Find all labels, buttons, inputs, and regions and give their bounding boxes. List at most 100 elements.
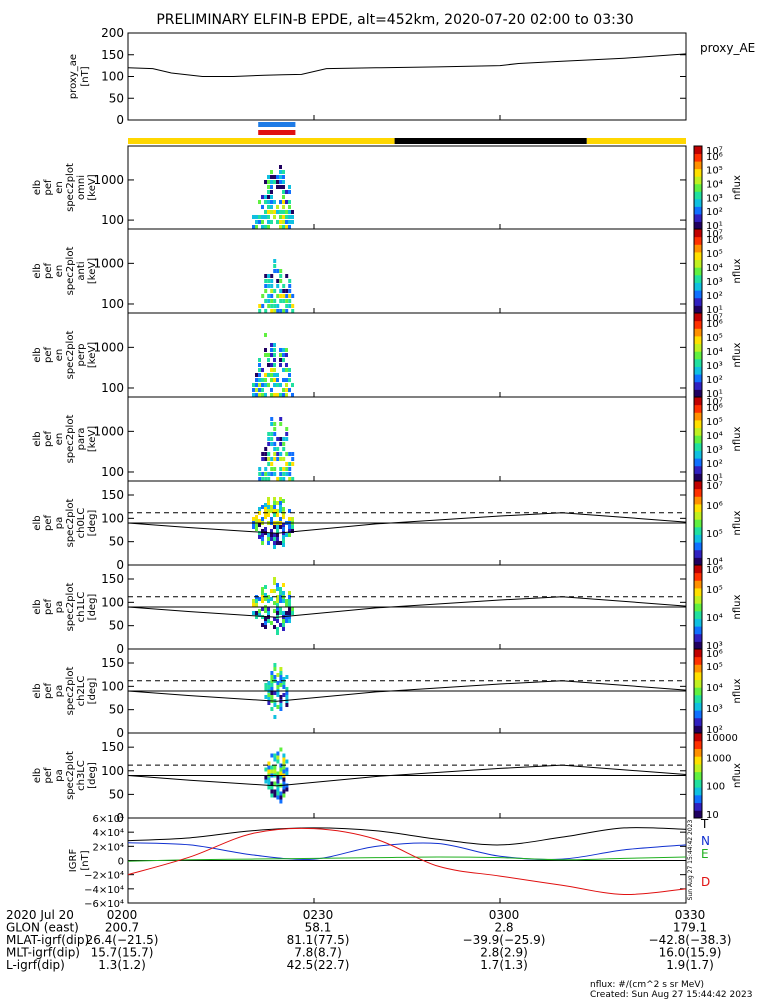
spectrogram-cell xyxy=(282,793,286,798)
spectrogram-cell xyxy=(267,205,270,209)
spectrogram-cell xyxy=(261,452,265,456)
panel-ylabel: [deg] xyxy=(87,678,98,705)
spectrogram-cell xyxy=(261,541,264,545)
spectrogram-cell xyxy=(273,533,276,537)
panel-ch2LC: elb pef pa spec2plot ch2LC [deg] 0 50 100 150 10² 1… xyxy=(32,648,743,740)
panel-ylabel: en xyxy=(54,265,65,278)
spectrogram-cell xyxy=(279,393,282,397)
spectrogram-cell xyxy=(267,785,271,790)
spectrogram-cell xyxy=(267,363,270,367)
colorbar-segment xyxy=(694,221,702,230)
spectrogram-cell xyxy=(264,515,267,519)
colorbar-tick-label: 10² xyxy=(706,375,723,386)
colorbar-segment xyxy=(694,435,702,444)
spectrogram-cell xyxy=(264,393,267,397)
spectrogram-cell xyxy=(282,515,285,519)
y-tick-label: 50 xyxy=(109,535,124,549)
colorbar-tick-label: 10² xyxy=(706,291,723,302)
colorbar-tick-label: 10⁴ xyxy=(706,613,723,624)
colorbar-segment xyxy=(694,557,702,566)
loss-cone-curve xyxy=(127,764,687,787)
spectrogram-cell xyxy=(279,309,283,313)
colorbar-segment xyxy=(694,374,702,383)
spectrogram-cell xyxy=(267,215,270,219)
y-tick-label: −6×10⁴ xyxy=(84,899,124,910)
status-bar-segment xyxy=(586,138,686,144)
spectrogram-cell xyxy=(255,225,258,229)
spectrogram-cell xyxy=(282,599,285,603)
spectrogram-cell xyxy=(264,477,268,481)
spectrogram-cell xyxy=(285,615,288,619)
spectrogram-cell xyxy=(273,358,276,362)
spectrogram-cell xyxy=(267,442,271,446)
spectrogram-cell xyxy=(273,383,276,387)
spectrogram-cell xyxy=(270,343,273,347)
spectrogram-cell xyxy=(270,309,274,313)
spectrogram-cell xyxy=(252,603,255,607)
spectrogram-cell xyxy=(261,623,264,627)
spectrogram-cell xyxy=(258,467,262,471)
grf-series-line xyxy=(127,856,687,862)
spectrogram-cell xyxy=(270,533,273,537)
spectrogram-cell xyxy=(273,427,277,431)
spectrogram-cell xyxy=(279,763,283,768)
spectrogram-cell xyxy=(264,507,267,511)
spectrogram-cell xyxy=(276,269,280,273)
status-bar-segment xyxy=(394,138,587,144)
spectrogram-cell xyxy=(270,200,273,204)
spectrogram-cell xyxy=(282,769,286,774)
spectrogram-cell xyxy=(261,388,264,392)
spectrogram-cell xyxy=(273,609,276,613)
spectrogram-cell xyxy=(282,175,285,179)
colorbar-segment xyxy=(694,794,702,804)
spectrogram-cell xyxy=(261,505,264,509)
spectrogram-cell xyxy=(288,304,292,308)
spectrogram-cell xyxy=(279,799,283,804)
spectrogram-cell xyxy=(264,274,268,278)
spectrogram-cell xyxy=(267,353,270,357)
spectrogram-cell xyxy=(264,309,268,313)
spectrogram-cell xyxy=(258,477,262,481)
spectrogram-cell xyxy=(273,215,276,219)
spectrogram-cell xyxy=(258,200,261,204)
spectrogram-cell xyxy=(264,625,267,629)
panel-ylabel: pa xyxy=(54,685,65,697)
spectrogram-cell xyxy=(276,294,280,298)
spectrogram-cell xyxy=(273,793,277,798)
spectrogram-cell xyxy=(279,675,283,679)
colorbar-segment xyxy=(694,649,702,658)
spectrogram-cell xyxy=(291,304,295,308)
y-tick-label: 100 xyxy=(101,70,124,84)
spectrogram-cell xyxy=(273,667,277,671)
spectrogram-cell xyxy=(285,388,288,392)
panel-ylabel: pef xyxy=(43,683,54,700)
colorbar-segment xyxy=(694,335,702,345)
spectrogram-cell xyxy=(267,541,270,545)
spectrogram-cell xyxy=(267,190,270,194)
colorbar-tick-label: 10⁵ xyxy=(706,166,723,177)
y-tick-label: 1000 xyxy=(93,256,124,270)
colorbar-label: nflux xyxy=(732,342,743,367)
loss-cone-curve xyxy=(127,512,687,534)
spectrogram-cell xyxy=(264,378,267,382)
spectrogram-cell xyxy=(291,477,295,481)
spectrogram-cell xyxy=(279,383,282,387)
spectrogram-cell xyxy=(267,304,271,308)
spectrogram-cell xyxy=(267,294,271,298)
spectrogram-cell xyxy=(273,200,276,204)
y-tick-label: 0 xyxy=(116,558,124,572)
spectrogram-cell xyxy=(279,472,283,476)
spectrogram-cell xyxy=(261,591,264,595)
status-bars xyxy=(128,122,686,144)
spectrogram-cell xyxy=(282,289,286,293)
spectrogram-cell xyxy=(270,284,274,288)
spectrogram-cell xyxy=(270,170,273,174)
y-tick-label: 6×10⁴ xyxy=(93,814,124,825)
panel-ylabel: spec2plot xyxy=(65,751,76,800)
spectrogram-cell xyxy=(258,378,261,382)
spectrogram-cell xyxy=(267,373,270,377)
colorbar-segment xyxy=(694,259,702,268)
spectrogram-cell xyxy=(279,200,282,204)
spectrogram-cell xyxy=(282,753,286,758)
spectrogram-cell xyxy=(267,693,271,697)
